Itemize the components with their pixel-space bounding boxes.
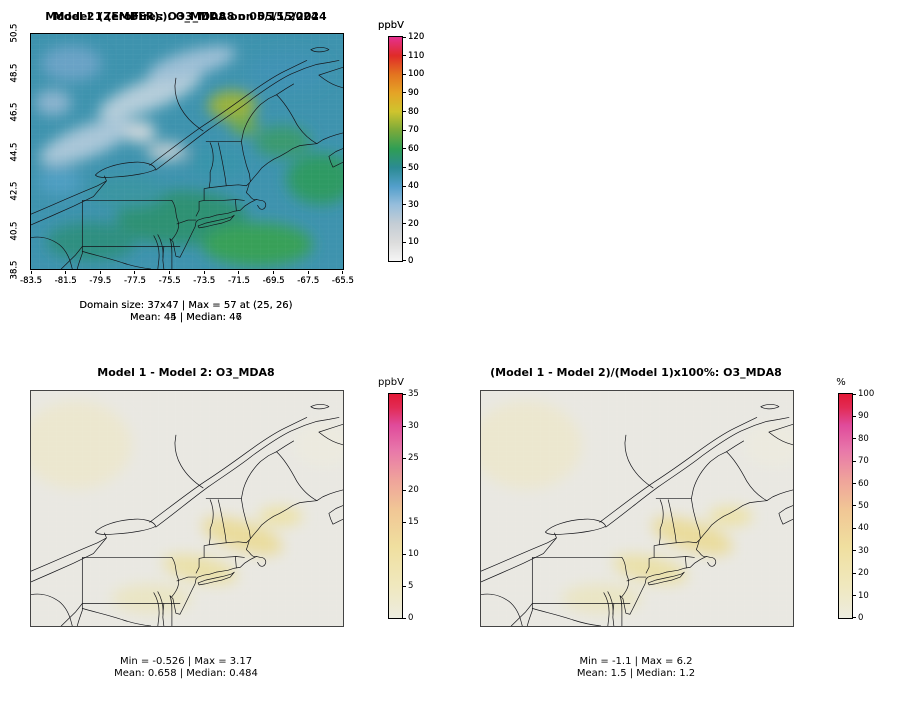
colorbar-ticks: 0 10 20 30 40 50 60 70 80 90 100 110 120 xyxy=(408,32,425,266)
panel-title: Model 2 (ZeroFires): O3_MDA8 on 05/15/20… xyxy=(45,10,327,23)
colorbar-unit-label: ppbV xyxy=(378,20,404,31)
caption-stats-line1: Domain size: 37x47 | Max = 57 at (25, 26… xyxy=(79,300,293,311)
map-model2 xyxy=(30,33,344,270)
colorbar-unit-label: % xyxy=(836,377,846,388)
caption-stats-line2: Mean: 1.5 | Median: 1.2 xyxy=(576,668,696,679)
panel-title: Model 1 (EMBER): O3_MDA8 on 05/15/2024 xyxy=(53,10,319,23)
panel-model2: Model 2 (ZeroFires): O3_MDA8 on 05/15/20… xyxy=(0,0,450,353)
caption-stats-line2: Mean: 0.658 | Median: 0.484 xyxy=(114,668,258,679)
colorbar-ticks: 0 5 10 15 20 25 30 35 xyxy=(408,389,419,623)
colorbar xyxy=(838,393,853,619)
caption-stats-line1: Min = -1.1 | Max = 6.2 xyxy=(579,656,693,667)
colorbar-unit-label: ppbV xyxy=(378,20,404,31)
colorbar-ticks: 0 10 20 30 40 50 60 70 80 90 100 xyxy=(858,389,875,623)
panel-percent-difference: (Model 1 - Model 2)/(Model 1)x100%: O3_M… xyxy=(450,353,900,706)
x-axis-ticks: -83.5 -81.5 -79.5 -77.5 -75.5 -73.5 -71.5 -69.5… xyxy=(20,271,354,286)
caption-stats-line2: Mean: 44 | Median: 46 xyxy=(130,312,242,323)
y-axis-ticks: 38.5 40.5 42.5 44.5 46.5 48.5 50.5 xyxy=(9,23,20,280)
map-percent-difference xyxy=(480,390,794,627)
colorbar xyxy=(388,36,403,262)
panel-title: Model 1 - Model 2: O3_MDA8 xyxy=(97,366,275,379)
panel-title: (Model 1 - Model 2)/(Model 1)x100%: O3_M… xyxy=(490,366,782,379)
caption-stats-line2: Mean: 45 | Median: 47 xyxy=(130,312,242,323)
colorbar xyxy=(388,393,403,619)
panel-difference: Model 1 - Model 2: O3_MDA8 ppbV 0 5 10 15 20… xyxy=(0,353,450,706)
colorbar-unit-label: ppbV xyxy=(378,377,404,388)
caption-stats-line1: Min = -0.526 | Max = 3.17 xyxy=(119,656,253,667)
map-difference xyxy=(30,390,344,627)
caption-stats-line1: Domain size: 37x47 | Max = 57 at (25, 26… xyxy=(79,300,293,311)
